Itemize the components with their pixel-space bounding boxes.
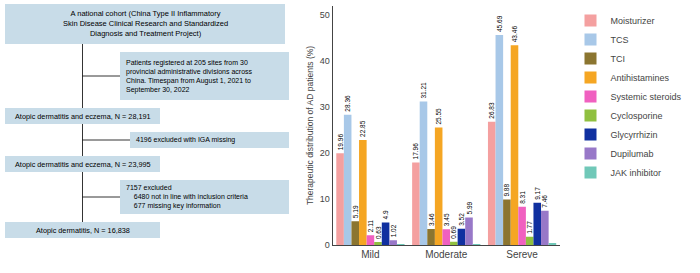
svg-text:Mild: Mild [361,249,379,260]
svg-text:25.55: 25.55 [435,108,442,125]
svg-text:17.96: 17.96 [412,143,419,160]
svg-text:Moisturizer: Moisturizer [611,16,655,26]
svg-text:10: 10 [320,194,330,204]
svg-text:20: 20 [320,148,330,158]
svg-text:1.77: 1.77 [526,221,533,234]
svg-text:Antihistamines: Antihistamines [611,73,670,83]
svg-text:3.46: 3.46 [428,213,435,226]
svg-text:19.96: 19.96 [337,134,344,151]
svg-text:5.19: 5.19 [352,205,359,218]
svg-text:40: 40 [320,56,330,66]
svg-text:5.99: 5.99 [466,201,473,214]
svg-text:2.11: 2.11 [367,220,374,233]
svg-text:30: 30 [320,102,330,112]
svg-text:9.17: 9.17 [534,187,541,200]
svg-text:0: 0 [325,240,330,250]
svg-text:26.83: 26.83 [488,102,495,119]
svg-text:Moderate: Moderate [425,249,468,260]
svg-text:Dupilumab: Dupilumab [611,149,654,159]
svg-text:Systemic steroids: Systemic steroids [611,92,682,102]
svg-text:3.52: 3.52 [458,213,465,226]
svg-text:4196 excluded with IGA missing: 4196 excluded with IGA missing [136,136,235,144]
svg-text:45.69: 45.69 [496,15,503,32]
svg-text:4.9: 4.9 [382,210,389,219]
svg-text:3.45: 3.45 [443,213,450,226]
svg-text:Cyclosporine: Cyclosporine [611,111,663,121]
svg-text:28.36: 28.36 [344,95,351,112]
svg-text:0.63: 0.63 [375,226,382,239]
svg-text:22.85: 22.85 [359,120,366,137]
svg-text:8.31: 8.31 [519,191,526,204]
svg-text:31.21: 31.21 [420,82,427,99]
svg-text:Glycyrrhizin: Glycyrrhizin [611,130,658,140]
svg-text:Patients registered at 205 sit: Patients registered at 205 sites from 30… [126,59,253,94]
svg-text:9.88: 9.88 [503,184,510,197]
svg-text:50: 50 [320,10,330,20]
svg-text:TCS: TCS [611,35,629,45]
svg-text:1.02: 1.02 [390,224,397,237]
svg-text:Atopic dermatitis and eczema,: Atopic dermatitis and eczema, N = 28,191 [15,112,151,121]
svg-text:7157 excluded 6480 not in l: 7157 excluded 6480 not in line with incl… [126,184,248,210]
svg-text:Therapeutic distribution of AD: Therapeutic distribution of AD patients … [305,46,315,205]
svg-text:JAK inhibitor: JAK inhibitor [611,168,662,178]
svg-text:43.46: 43.46 [511,26,518,43]
svg-text:7.46: 7.46 [541,195,548,208]
svg-text:TCI: TCI [611,54,626,64]
svg-text:Sereve: Sereve [506,249,538,260]
svg-text:0.69: 0.69 [450,226,457,239]
svg-text:A national cohort (China Type: A national cohort (China Type II Inflamm… [63,9,228,38]
svg-text:Atopic dermatitis, N = 16,838: Atopic dermatitis, N = 16,838 [36,226,130,235]
svg-text:Atopic dermatitis and eczema,: Atopic dermatitis and eczema, N = 23,995 [15,160,151,169]
